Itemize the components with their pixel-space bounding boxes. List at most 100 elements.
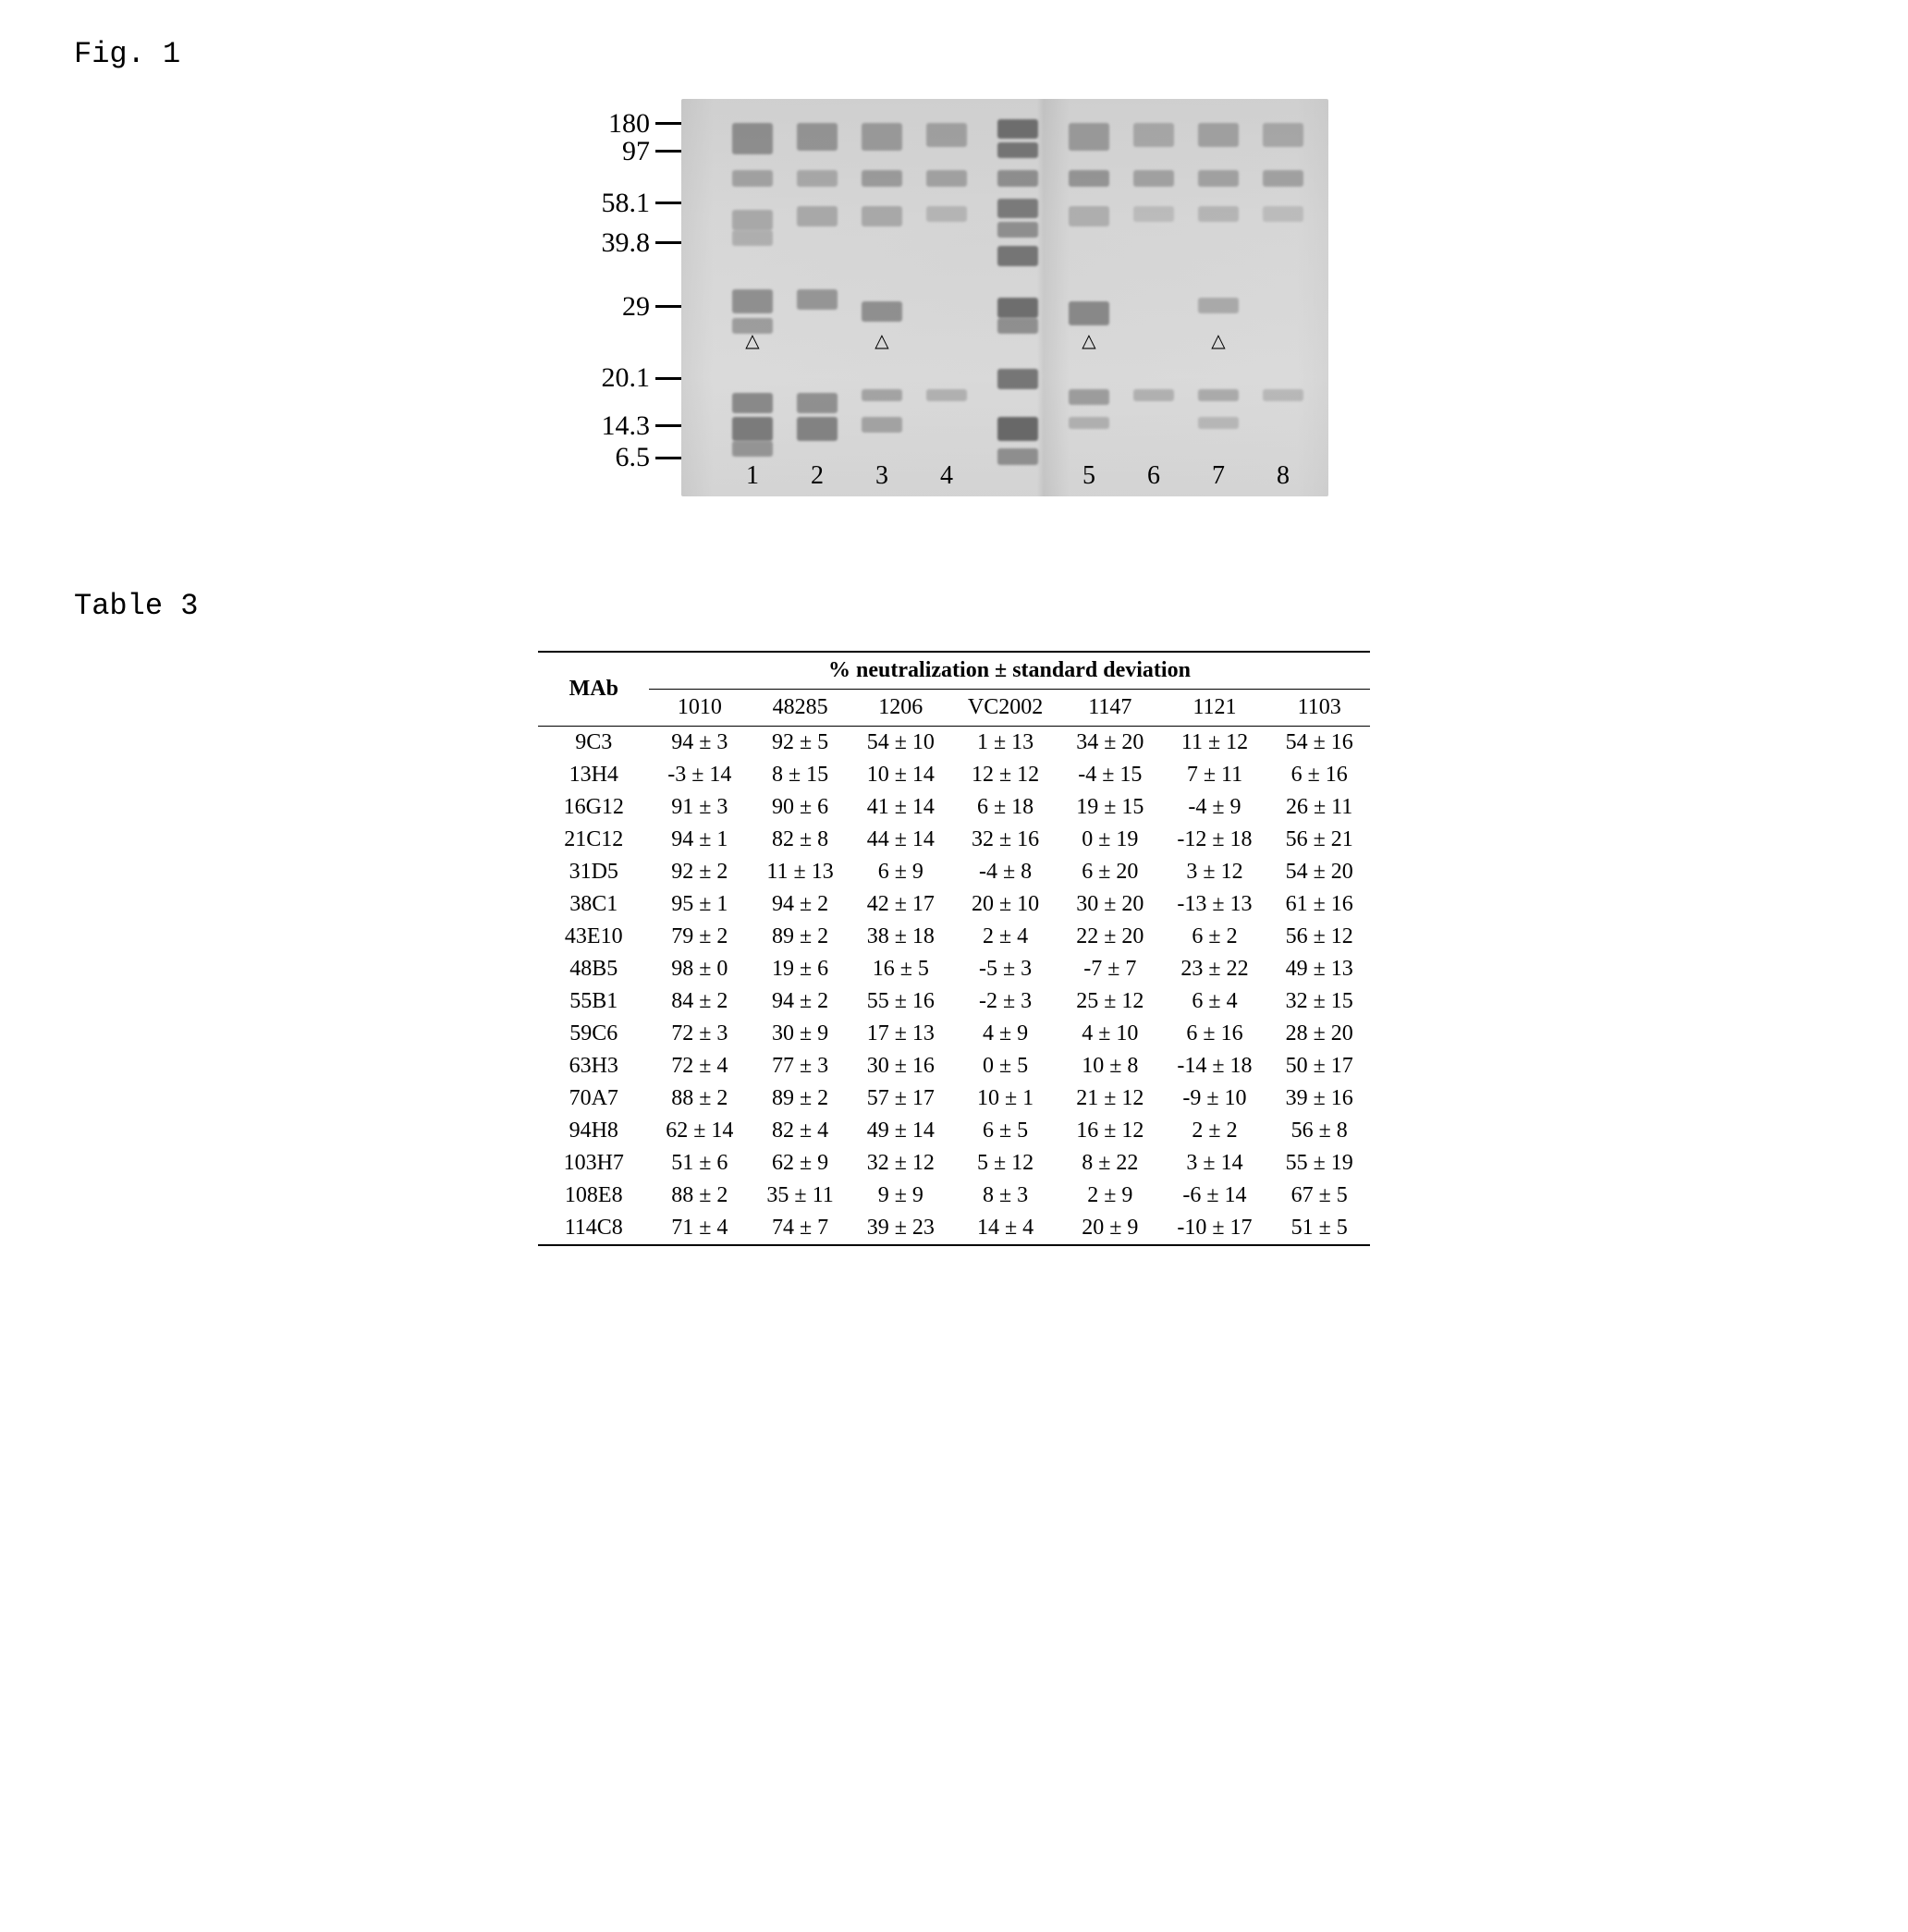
table-row: 43E1079 ± 289 ± 238 ± 182 ± 422 ± 206 ± …: [538, 921, 1369, 953]
value-cell: 11 ± 13: [750, 856, 850, 888]
triangle-marker-icon: △: [874, 329, 888, 352]
value-cell: -4 ± 15: [1059, 759, 1160, 791]
value-cell: 6 ± 20: [1059, 856, 1160, 888]
value-cell: 2 ± 2: [1160, 1115, 1268, 1147]
mw-marker: 20.1: [602, 362, 682, 394]
value-cell: 6 ± 9: [850, 856, 951, 888]
gel-band: [1133, 123, 1175, 147]
value-cell: 49 ± 14: [850, 1115, 951, 1147]
table-row: 108E888 ± 235 ± 119 ± 98 ± 32 ± 9-6 ± 14…: [538, 1180, 1369, 1212]
table-row: 13H4-3 ± 148 ± 1510 ± 1412 ± 12-4 ± 157 …: [538, 759, 1369, 791]
value-cell: 2 ± 9: [1059, 1180, 1160, 1212]
value-cell: -10 ± 17: [1160, 1212, 1268, 1245]
value-cell: 10 ± 1: [951, 1082, 1059, 1115]
value-cell: 55 ± 16: [850, 985, 951, 1018]
value-cell: 20 ± 9: [1059, 1212, 1160, 1245]
gel-band: [797, 289, 838, 310]
value-cell: 20 ± 10: [951, 888, 1059, 921]
value-cell: 51 ± 6: [649, 1147, 750, 1180]
gel-band: [862, 301, 903, 322]
table-row: 48B598 ± 019 ± 616 ± 5-5 ± 3-7 ± 723 ± 2…: [538, 953, 1369, 985]
table-strain-header-row: 1010482851206VC2002114711211103: [538, 690, 1369, 727]
table-row: 55B184 ± 294 ± 255 ± 16-2 ± 325 ± 126 ± …: [538, 985, 1369, 1018]
value-cell: 6 ± 2: [1160, 921, 1268, 953]
value-cell: 41 ± 14: [850, 791, 951, 824]
gel-band: [997, 417, 1039, 441]
value-cell: 23 ± 22: [1160, 953, 1268, 985]
value-cell: 39 ± 16: [1269, 1082, 1370, 1115]
gel-band: [926, 389, 968, 401]
gel-band: [1198, 389, 1240, 401]
value-cell: 6 ± 18: [951, 791, 1059, 824]
value-cell: 1 ± 13: [951, 727, 1059, 760]
table-label: Table 3: [74, 589, 1834, 623]
mab-cell: 59C6: [538, 1018, 649, 1050]
value-cell: 39 ± 23: [850, 1212, 951, 1245]
gel-band: [732, 123, 774, 154]
gel-band: [997, 119, 1039, 140]
table-row: 31D592 ± 211 ± 136 ± 9-4 ± 86 ± 203 ± 12…: [538, 856, 1369, 888]
gel-band: [997, 298, 1039, 318]
gel-lane: △: [1192, 99, 1244, 496]
gel-band: [1198, 170, 1240, 186]
strain-header: 1147: [1059, 690, 1160, 727]
gel-band: [997, 142, 1039, 158]
triangle-marker-icon: △: [1082, 329, 1095, 352]
gel-band: [732, 210, 774, 230]
mw-marker: 6.5: [616, 442, 682, 473]
value-cell: 94 ± 2: [750, 888, 850, 921]
value-cell: 56 ± 12: [1269, 921, 1370, 953]
gel-band: [797, 393, 838, 413]
lane-label: 1: [746, 461, 759, 491]
value-cell: 54 ± 10: [850, 727, 951, 760]
value-cell: -9 ± 10: [1160, 1082, 1268, 1115]
value-cell: 11 ± 12: [1160, 727, 1268, 760]
table-row: 70A788 ± 289 ± 257 ± 1710 ± 121 ± 12-9 ±…: [538, 1082, 1369, 1115]
mab-cell: 48B5: [538, 953, 649, 985]
mw-marker: 29: [622, 291, 681, 323]
gel-lane: △: [856, 99, 908, 496]
value-cell: 71 ± 4: [649, 1212, 750, 1245]
gel-band: [732, 230, 774, 246]
value-cell: 44 ± 14: [850, 824, 951, 856]
value-cell: 6 ± 4: [1160, 985, 1268, 1018]
mw-marker: 58.1: [602, 188, 682, 219]
mab-cell: 43E10: [538, 921, 649, 953]
value-cell: 54 ± 16: [1269, 727, 1370, 760]
gel-lane: △: [727, 99, 778, 496]
value-cell: 8 ± 22: [1059, 1147, 1160, 1180]
mab-cell: 13H4: [538, 759, 649, 791]
value-cell: 28 ± 20: [1269, 1018, 1370, 1050]
value-cell: 98 ± 0: [649, 953, 750, 985]
mw-marker: 180: [608, 108, 681, 140]
value-cell: 79 ± 2: [649, 921, 750, 953]
figure-label: Fig. 1: [74, 37, 1834, 71]
value-cell: 26 ± 11: [1269, 791, 1370, 824]
gel-band: [732, 170, 774, 186]
gel-band: [1263, 170, 1304, 186]
mab-cell: 70A7: [538, 1082, 649, 1115]
gel-band: [1069, 417, 1110, 429]
value-cell: 16 ± 5: [850, 953, 951, 985]
strain-header: 1010: [649, 690, 750, 727]
gel-band: [797, 206, 838, 226]
table-row: 21C1294 ± 182 ± 844 ± 1432 ± 160 ± 19-12…: [538, 824, 1369, 856]
gel-band: [997, 199, 1039, 219]
value-cell: 25 ± 12: [1059, 985, 1160, 1018]
gel-band: [926, 170, 968, 186]
gel-lane: △: [1063, 99, 1115, 496]
gel-band: [997, 222, 1039, 238]
value-cell: 56 ± 8: [1269, 1115, 1370, 1147]
gel-band: [997, 318, 1039, 334]
gel-band: [862, 170, 903, 186]
value-cell: -6 ± 14: [1160, 1180, 1268, 1212]
molecular-weight-labels: 1809758.139.82920.114.36.5: [580, 99, 681, 496]
mab-cell: 63H3: [538, 1050, 649, 1082]
lane-label: 6: [1147, 461, 1160, 491]
value-cell: 82 ± 4: [750, 1115, 850, 1147]
value-cell: 92 ± 5: [750, 727, 850, 760]
value-cell: 30 ± 16: [850, 1050, 951, 1082]
gel-band: [862, 389, 903, 401]
mab-cell: 31D5: [538, 856, 649, 888]
value-cell: 3 ± 14: [1160, 1147, 1268, 1180]
